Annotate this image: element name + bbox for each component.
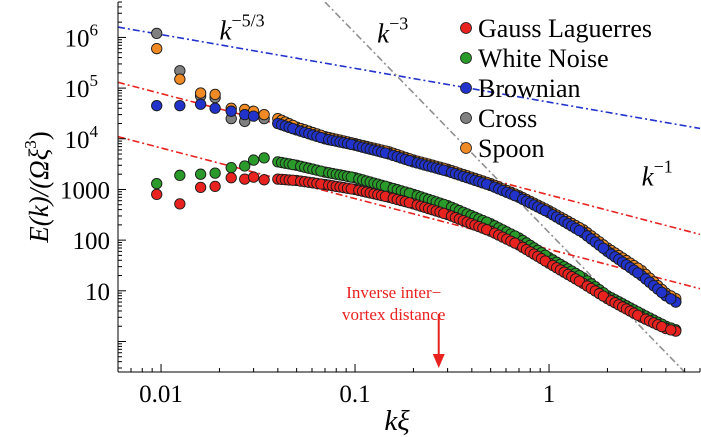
y-tick-label: 106 bbox=[65, 20, 99, 52]
legend-label: Gauss Laguerres bbox=[478, 14, 652, 43]
y-axis-title-exponent: 3 bbox=[21, 140, 40, 149]
y-tick-base: 10 bbox=[65, 76, 90, 103]
annotation-text-line: Inverse inter− bbox=[346, 283, 441, 302]
power-law-exponent: −3 bbox=[389, 13, 408, 33]
y-tick-base: 10 bbox=[65, 25, 90, 52]
reference-line-0 bbox=[118, 26, 700, 130]
power-law-exponent: −5/3 bbox=[231, 11, 264, 31]
data-point bbox=[151, 43, 163, 55]
x-axis-title: kξ bbox=[384, 405, 410, 437]
data-point bbox=[194, 87, 207, 99]
data-point bbox=[239, 160, 251, 172]
data-point bbox=[573, 224, 586, 237]
y-tick-label: 105 bbox=[65, 71, 99, 103]
power-law-label: k−5/3 bbox=[219, 11, 264, 46]
legend-marker bbox=[460, 112, 472, 124]
data-point bbox=[174, 100, 186, 112]
data-point bbox=[194, 98, 207, 110]
data-point bbox=[194, 181, 207, 194]
power-law-base: k bbox=[219, 16, 232, 46]
legend-label: Cross bbox=[478, 104, 537, 133]
x-tick-label: 1 bbox=[543, 381, 556, 408]
data-point bbox=[174, 73, 186, 85]
legend-label: White Noise bbox=[478, 44, 609, 73]
power-law-exponent: −1 bbox=[654, 156, 673, 176]
data-point bbox=[247, 110, 260, 122]
x-tick-label: 0.01 bbox=[139, 381, 183, 408]
line-labels: k−5/3 k−3k−1 bbox=[219, 11, 672, 192]
x-tick-label: 0.1 bbox=[339, 381, 370, 408]
data-point bbox=[656, 286, 668, 299]
power-law-base: k bbox=[642, 161, 655, 191]
data-point bbox=[225, 105, 237, 117]
y-tick-label: 1000 bbox=[60, 177, 110, 204]
data-point bbox=[225, 161, 237, 174]
data-point bbox=[151, 178, 163, 190]
data-point bbox=[258, 152, 270, 164]
annotation: Inverse inter− vortex distance bbox=[342, 283, 445, 368]
data-point bbox=[151, 27, 163, 40]
y-tick-label: 104 bbox=[65, 122, 99, 154]
legend-label: Brownian bbox=[478, 74, 581, 103]
series-gauss-laguerres bbox=[151, 171, 682, 337]
data-point bbox=[597, 242, 610, 254]
data-point bbox=[632, 267, 644, 279]
y-tick-exponent: 6 bbox=[90, 20, 99, 39]
legend-marker bbox=[460, 22, 472, 34]
y-axis-title-close: ) bbox=[24, 131, 54, 140]
annotation-text-line: vortex distance bbox=[342, 305, 445, 324]
data-point bbox=[209, 88, 221, 101]
data-point bbox=[151, 188, 163, 201]
data-point bbox=[225, 172, 237, 184]
legend-marker bbox=[460, 52, 472, 64]
y-tick-base: 10 bbox=[65, 127, 90, 154]
data-point bbox=[209, 180, 221, 193]
annotation-arrow-head bbox=[432, 353, 445, 368]
series-brownian bbox=[151, 98, 682, 308]
data-point bbox=[209, 167, 221, 179]
legend-label: Spoon bbox=[478, 134, 544, 163]
data-point bbox=[174, 198, 186, 210]
data-point bbox=[151, 100, 163, 112]
power-law-label: k−3 bbox=[377, 13, 408, 48]
reference-line-3 bbox=[118, 135, 700, 290]
data-point bbox=[247, 154, 260, 166]
y-tick-label: 100 bbox=[73, 228, 111, 255]
data-point bbox=[174, 169, 186, 181]
data-point bbox=[258, 108, 270, 121]
power-law-base: k bbox=[377, 18, 390, 48]
data-point bbox=[209, 102, 221, 114]
axis-titles: kξ E(k)/(Ωξ3) bbox=[21, 131, 410, 437]
legend-marker bbox=[460, 142, 472, 154]
y-axis-title: E(k)/(Ωξ3) bbox=[21, 131, 54, 244]
data-point bbox=[194, 168, 207, 180]
data-point bbox=[247, 171, 260, 183]
data-point bbox=[258, 174, 270, 186]
data-point bbox=[665, 324, 677, 336]
legend-marker bbox=[460, 82, 472, 94]
y-tick-exponent: 4 bbox=[90, 122, 99, 141]
y-tick-label: 10 bbox=[85, 279, 110, 306]
data-points bbox=[151, 27, 682, 337]
y-axis-title-main: E(k)/(Ωξ bbox=[24, 148, 54, 243]
data-point bbox=[665, 293, 677, 305]
y-tick-exponent: 5 bbox=[90, 71, 99, 90]
power-law-label: k−1 bbox=[642, 156, 673, 191]
